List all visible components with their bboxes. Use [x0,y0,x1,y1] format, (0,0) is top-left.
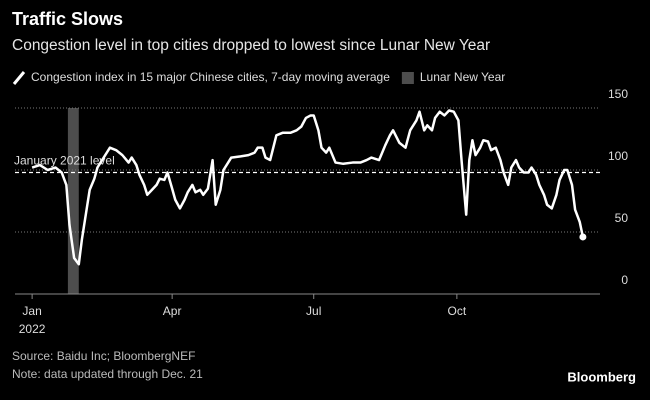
brand: Bloomberg [567,369,636,384]
end-point [579,233,587,241]
chart-title: Traffic Slows [12,9,123,29]
legend-band-icon [401,72,414,84]
legend-label: Lunar New Year [420,70,505,84]
series-line [31,109,585,266]
x-tick-label: Jan [22,304,41,318]
x-tick-label: Apr [163,304,182,318]
x-tick-label: Jul [306,304,321,318]
y-tick-label: 50 [615,211,629,225]
y-tick-label: 100 [608,149,628,163]
x-tick-label: Oct [448,304,467,318]
source: Source: Baidu Inc; BloombergNEF [12,349,195,363]
chart-subtitle: Congestion level in top cities dropped t… [12,37,490,54]
legend-line-icon [12,71,26,85]
legend-label: Congestion index in 15 major Chinese cit… [31,70,390,84]
shaded-band [67,108,79,294]
note: Note: data updated through Dec. 21 [12,367,203,381]
x-year-label: 2022 [19,322,46,336]
y-tick-label: 150 [608,87,628,101]
y-tick-label: 0 [621,273,628,287]
